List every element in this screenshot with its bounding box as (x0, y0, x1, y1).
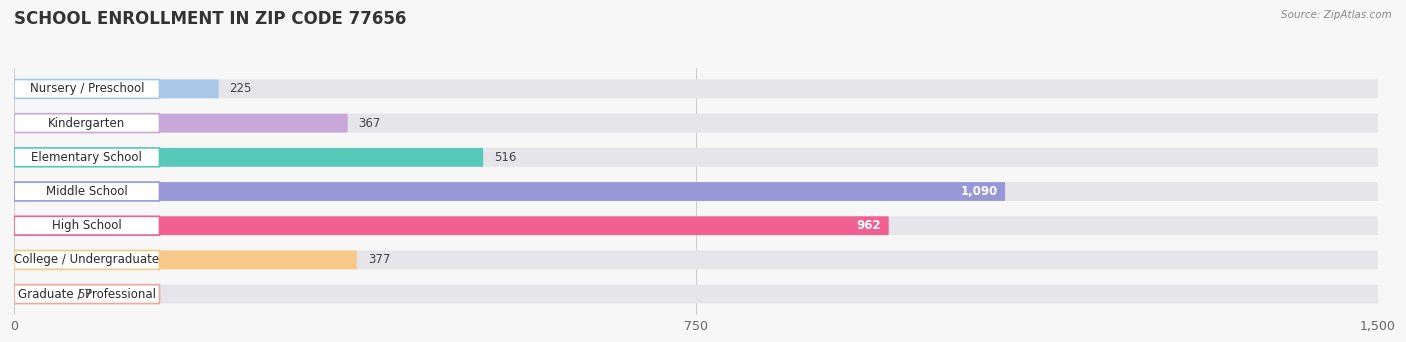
Text: 962: 962 (856, 219, 882, 232)
FancyBboxPatch shape (14, 250, 1378, 269)
Text: Graduate / Professional: Graduate / Professional (18, 288, 156, 301)
FancyBboxPatch shape (14, 285, 159, 304)
FancyBboxPatch shape (14, 148, 1378, 167)
FancyBboxPatch shape (14, 114, 1378, 133)
Text: Elementary School: Elementary School (31, 151, 142, 164)
FancyBboxPatch shape (14, 182, 1005, 201)
FancyBboxPatch shape (14, 148, 484, 167)
Text: Source: ZipAtlas.com: Source: ZipAtlas.com (1281, 10, 1392, 20)
FancyBboxPatch shape (14, 250, 357, 269)
FancyBboxPatch shape (14, 80, 159, 98)
FancyBboxPatch shape (14, 216, 1378, 235)
FancyBboxPatch shape (14, 250, 159, 269)
Text: Kindergarten: Kindergarten (48, 117, 125, 130)
Text: 57: 57 (77, 288, 91, 301)
FancyBboxPatch shape (14, 182, 1378, 201)
Text: High School: High School (52, 219, 122, 232)
FancyBboxPatch shape (14, 148, 159, 167)
FancyBboxPatch shape (14, 285, 1378, 304)
FancyBboxPatch shape (14, 182, 159, 201)
Text: 377: 377 (368, 253, 389, 266)
Text: Middle School: Middle School (46, 185, 128, 198)
FancyBboxPatch shape (14, 80, 219, 98)
Text: 1,090: 1,090 (960, 185, 998, 198)
FancyBboxPatch shape (14, 216, 889, 235)
Text: 367: 367 (359, 117, 381, 130)
Text: 516: 516 (494, 151, 516, 164)
Text: 225: 225 (229, 82, 252, 95)
Text: Nursery / Preschool: Nursery / Preschool (30, 82, 143, 95)
FancyBboxPatch shape (14, 114, 347, 133)
FancyBboxPatch shape (14, 285, 66, 304)
Text: SCHOOL ENROLLMENT IN ZIP CODE 77656: SCHOOL ENROLLMENT IN ZIP CODE 77656 (14, 10, 406, 28)
FancyBboxPatch shape (14, 114, 159, 133)
FancyBboxPatch shape (14, 216, 159, 235)
FancyBboxPatch shape (14, 80, 1378, 98)
Text: College / Undergraduate: College / Undergraduate (14, 253, 159, 266)
